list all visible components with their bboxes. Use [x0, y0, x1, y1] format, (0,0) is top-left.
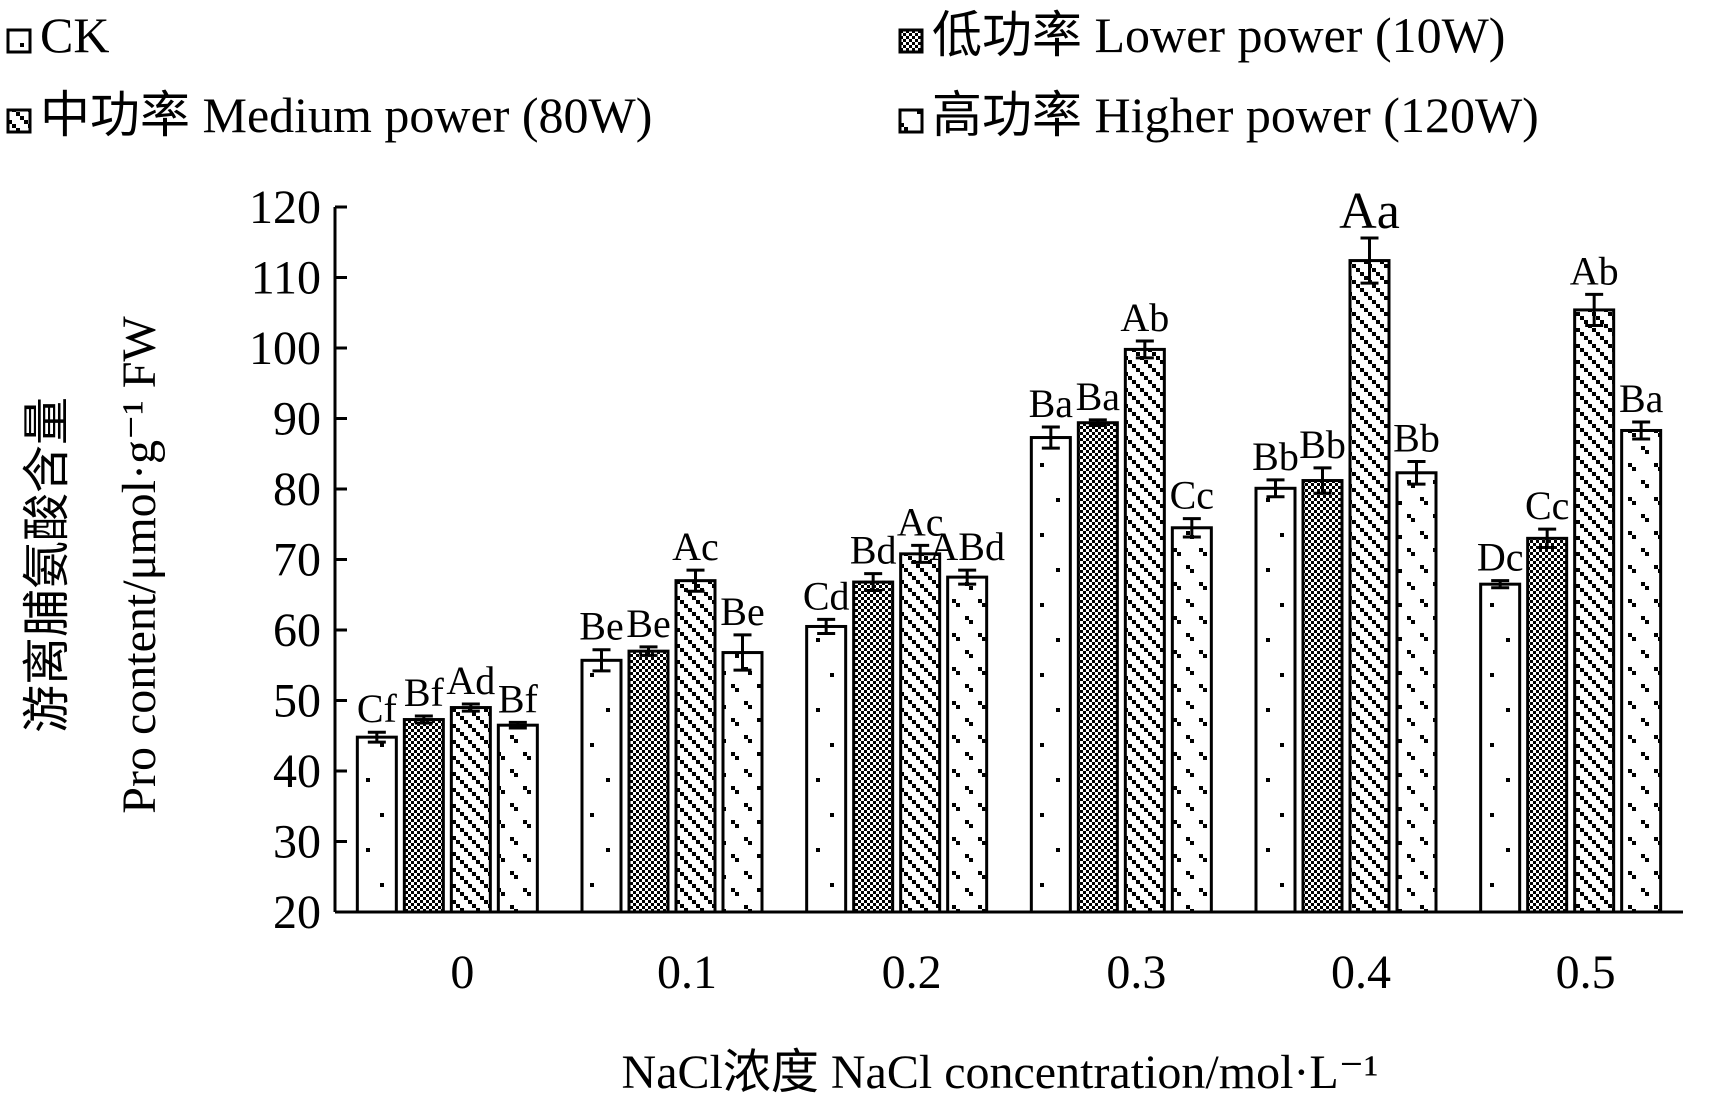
- bar: [402, 718, 445, 914]
- bar: [1123, 347, 1166, 914]
- bar: [1301, 479, 1344, 914]
- significance-label: Bb: [1393, 416, 1440, 461]
- significance-label: Be: [720, 589, 764, 634]
- y-tick-label: 40: [273, 745, 321, 798]
- bar: [496, 723, 539, 914]
- bar: [1620, 428, 1663, 914]
- bar: [1029, 436, 1072, 914]
- bar: [580, 658, 623, 914]
- significance-label: Ba: [1619, 376, 1664, 421]
- significance-label: Ac: [672, 524, 719, 569]
- significance-label: Bf: [404, 670, 445, 715]
- y-tick-label: 30: [273, 816, 321, 869]
- significance-label: Ab: [1570, 248, 1619, 293]
- x-tick-label: 0.3: [1106, 946, 1166, 999]
- significance-label: Ab: [1120, 295, 1169, 340]
- bar: [899, 552, 942, 914]
- bar: [852, 580, 895, 914]
- bar: [674, 579, 717, 914]
- y-tick-label: 100: [249, 322, 321, 375]
- error-bars: [367, 236, 1651, 744]
- y-tick-label: 20: [273, 886, 321, 939]
- x-tick-label: 0.5: [1556, 946, 1616, 999]
- y-tick-label: 80: [273, 463, 321, 516]
- bar: [805, 624, 848, 914]
- legend-swatch: [6, 28, 32, 54]
- y-axis: 20 30 40 50 60 70 80 90 100 110 120: [249, 181, 347, 939]
- legend-label: CK: [40, 7, 109, 63]
- bar: [1526, 536, 1569, 914]
- significance-label: ABd: [929, 524, 1005, 569]
- bar: [1254, 486, 1297, 914]
- bar: [1395, 471, 1438, 914]
- significance-label: Bb: [1252, 434, 1299, 479]
- x-axis-title: NaCl浓度 NaCl concentration/mol·L⁻¹: [622, 1046, 1379, 1099]
- significance-label: Bd: [850, 528, 897, 573]
- legend-swatch: [898, 28, 924, 54]
- significance-label: Cc: [1525, 483, 1569, 528]
- y-axis-title-en: Pro content/μmol·g⁻¹ FW: [113, 316, 166, 814]
- legend-swatch: [898, 108, 924, 134]
- legend: CK 低功率 Lower power (10W) 中功率 Medium power …: [6, 7, 1539, 143]
- significance-label: Dc: [1477, 535, 1524, 580]
- bar: [355, 735, 398, 914]
- significance-label: Bb: [1299, 422, 1346, 467]
- x-tick-label: 0: [450, 946, 474, 999]
- bar: [721, 651, 764, 914]
- x-tick-label: 0.1: [657, 946, 717, 999]
- significance-label: Ad: [446, 658, 495, 703]
- significance-label: Ba: [1076, 374, 1121, 419]
- legend-label: 高功率 Higher power (120W): [932, 87, 1539, 143]
- bar: [627, 649, 670, 914]
- bar: [1479, 582, 1522, 914]
- bar: [1076, 421, 1119, 914]
- x-axis: 0 0.1 0.2 0.3 0.4 0.5: [335, 910, 1683, 999]
- bar: [1170, 526, 1213, 914]
- significance-label: Aa: [1339, 183, 1400, 240]
- y-tick-label: 120: [249, 181, 321, 234]
- bars: [355, 259, 1663, 914]
- legend-label: 中功率 Medium power (80W): [40, 87, 652, 143]
- significance-label: Bf: [498, 676, 539, 721]
- y-tick-label: 90: [273, 393, 321, 446]
- y-tick-label: 110: [251, 252, 321, 305]
- bar: [449, 706, 492, 914]
- significance-label: Be: [626, 601, 670, 646]
- y-tick-label: 70: [273, 534, 321, 587]
- bar: [1348, 259, 1391, 914]
- y-tick-label: 60: [273, 604, 321, 657]
- legend-swatch: [6, 108, 32, 134]
- significance-label: Ac: [897, 499, 944, 544]
- significance-label: Cd: [803, 573, 850, 618]
- significance-label: Cf: [357, 686, 398, 731]
- x-tick-label: 0.4: [1331, 946, 1391, 999]
- significance-label: Ba: [1029, 381, 1074, 426]
- y-tick-label: 50: [273, 675, 321, 728]
- significance-label: Be: [579, 604, 623, 649]
- x-tick-label: 0.2: [882, 946, 942, 999]
- legend-label: 低功率 Lower power (10W): [932, 7, 1505, 63]
- y-axis-title-cn: 游离脯氨酸含量: [21, 397, 74, 733]
- bar: [1573, 308, 1616, 914]
- bar: [946, 575, 989, 914]
- significance-label: Cc: [1170, 473, 1214, 518]
